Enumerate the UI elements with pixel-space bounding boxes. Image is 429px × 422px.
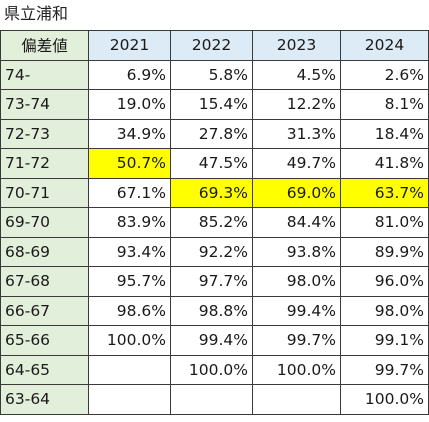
value-cell[interactable]: 41.8% xyxy=(340,148,429,179)
row-label-cell[interactable]: 64-65 xyxy=(0,354,89,385)
row-label-cell[interactable]: 74- xyxy=(0,59,89,90)
value-cell[interactable]: 98.0% xyxy=(252,266,341,297)
table-row: 64-65 100.0% 100.0% 99.7% xyxy=(0,354,429,385)
row-label-cell[interactable]: 68-69 xyxy=(0,236,89,267)
value-cell[interactable]: 18.4% xyxy=(340,118,429,149)
value-cell[interactable]: 93.8% xyxy=(252,236,341,267)
table-row: 70-71 67.1% 69.3% 69.0% 63.7% xyxy=(0,177,429,208)
highlighted-value-cell[interactable]: 69.0% xyxy=(252,177,341,208)
value-cell[interactable]: 81.0% xyxy=(340,207,429,238)
value-cell[interactable]: 100.0% xyxy=(340,384,429,415)
row-label-cell[interactable]: 72-73 xyxy=(0,118,89,149)
value-cell[interactable]: 96.0% xyxy=(340,266,429,297)
value-cell[interactable]: 92.2% xyxy=(170,236,253,267)
value-cell[interactable]: 27.8% xyxy=(170,118,253,149)
value-cell[interactable]: 99.7% xyxy=(340,354,429,385)
row-label-cell[interactable]: 67-68 xyxy=(0,266,89,297)
table-row: 73-74 19.0% 15.4% 12.2% 8.1% xyxy=(0,89,429,120)
value-cell[interactable]: 2.6% xyxy=(340,59,429,90)
column-header-year[interactable]: 2021 xyxy=(88,30,171,61)
value-cell[interactable]: 85.2% xyxy=(170,207,253,238)
table-row: 71-72 50.7% 47.5% 49.7% 41.8% xyxy=(0,148,429,179)
value-cell[interactable]: 34.9% xyxy=(88,118,171,149)
value-cell[interactable]: 97.7% xyxy=(170,266,253,297)
row-label-cell[interactable]: 69-70 xyxy=(0,207,89,238)
sheet-title: 県立浦和 xyxy=(4,4,69,23)
percentile-table: 偏差値 2021 2022 2023 2024 74- 6.9% 5.8% 4.5% 2… xyxy=(0,30,429,415)
value-cell[interactable]: 12.2% xyxy=(252,89,341,120)
value-cell[interactable]: 6.9% xyxy=(88,59,171,90)
value-cell[interactable]: 84.4% xyxy=(252,207,341,238)
value-cell[interactable]: 98.0% xyxy=(340,295,429,326)
row-label-cell[interactable]: 73-74 xyxy=(0,89,89,120)
column-header-year[interactable]: 2024 xyxy=(340,30,429,61)
value-cell[interactable]: 100.0% xyxy=(88,325,171,356)
value-cell[interactable] xyxy=(88,354,171,385)
table-row: 67-68 95.7% 97.7% 98.0% 96.0% xyxy=(0,266,429,297)
value-cell[interactable]: 19.0% xyxy=(88,89,171,120)
highlighted-value-cell[interactable]: 69.3% xyxy=(170,177,253,208)
row-label-cell[interactable]: 70-71 xyxy=(0,177,89,208)
table-row: 63-64 100.0% xyxy=(0,384,429,415)
highlighted-value-cell[interactable]: 63.7% xyxy=(340,177,429,208)
value-cell[interactable] xyxy=(88,384,171,415)
value-cell[interactable]: 4.5% xyxy=(252,59,341,90)
column-header-year[interactable]: 2022 xyxy=(170,30,253,61)
value-cell[interactable]: 5.8% xyxy=(170,59,253,90)
value-cell[interactable]: 95.7% xyxy=(88,266,171,297)
value-cell[interactable]: 83.9% xyxy=(88,207,171,238)
row-label-cell[interactable]: 71-72 xyxy=(0,148,89,179)
value-cell[interactable]: 99.4% xyxy=(252,295,341,326)
table-row: 72-73 34.9% 27.8% 31.3% 18.4% xyxy=(0,118,429,149)
table-row: 74- 6.9% 5.8% 4.5% 2.6% xyxy=(0,59,429,90)
value-cell[interactable]: 99.4% xyxy=(170,325,253,356)
value-cell[interactable]: 49.7% xyxy=(252,148,341,179)
value-cell[interactable]: 31.3% xyxy=(252,118,341,149)
row-label-cell[interactable]: 66-67 xyxy=(0,295,89,326)
table-row: 68-69 93.4% 92.2% 93.8% 89.9% xyxy=(0,236,429,267)
value-cell[interactable]: 89.9% xyxy=(340,236,429,267)
table-row: 69-70 83.9% 85.2% 84.4% 81.0% xyxy=(0,207,429,238)
value-cell[interactable]: 47.5% xyxy=(170,148,253,179)
table-row: 66-67 98.6% 98.8% 99.4% 98.0% xyxy=(0,295,429,326)
value-cell[interactable]: 99.1% xyxy=(340,325,429,356)
header-row: 偏差値 2021 2022 2023 2024 xyxy=(0,30,429,61)
value-cell[interactable]: 99.7% xyxy=(252,325,341,356)
row-label-cell[interactable]: 65-66 xyxy=(0,325,89,356)
value-cell[interactable] xyxy=(252,384,341,415)
highlighted-value-cell[interactable]: 50.7% xyxy=(88,148,171,179)
column-header-label[interactable]: 偏差値 xyxy=(0,30,89,61)
value-cell[interactable]: 98.8% xyxy=(170,295,253,326)
row-label-cell[interactable]: 63-64 xyxy=(0,384,89,415)
column-header-year[interactable]: 2023 xyxy=(252,30,341,61)
value-cell[interactable]: 98.6% xyxy=(88,295,171,326)
value-cell[interactable]: 100.0% xyxy=(252,354,341,385)
table-row: 65-66 100.0% 99.4% 99.7% 99.1% xyxy=(0,325,429,356)
value-cell[interactable]: 93.4% xyxy=(88,236,171,267)
value-cell[interactable]: 8.1% xyxy=(340,89,429,120)
value-cell[interactable]: 67.1% xyxy=(88,177,171,208)
table-body: 74- 6.9% 5.8% 4.5% 2.6% 73-74 19.0% 15.4% 12.2% 8… xyxy=(0,59,429,415)
value-cell[interactable]: 15.4% xyxy=(170,89,253,120)
value-cell[interactable] xyxy=(170,384,253,415)
value-cell[interactable]: 100.0% xyxy=(170,354,253,385)
